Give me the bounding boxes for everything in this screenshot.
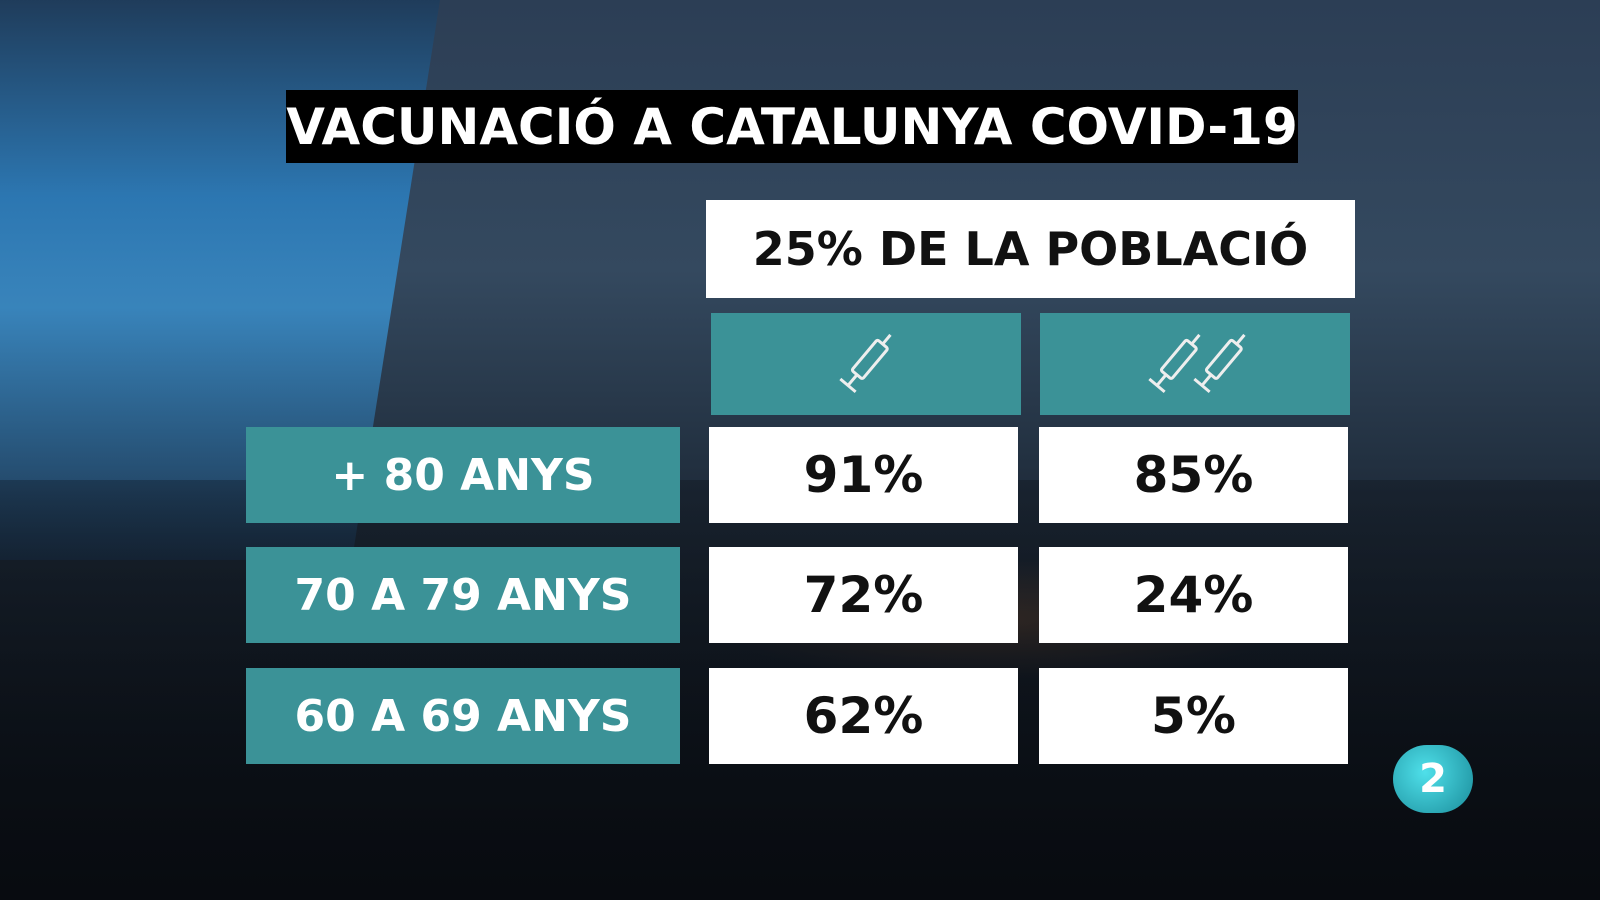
two-dose-header (1040, 313, 1350, 415)
syringe-icon (839, 333, 892, 394)
row-label: + 80 ANYS (246, 427, 680, 523)
value-cell: 91% (709, 427, 1018, 523)
one-dose-header (711, 313, 1021, 415)
value-cell: 62% (709, 668, 1018, 764)
row-label: 60 A 69 ANYS (246, 668, 680, 764)
channel-logo: 2 (1393, 745, 1473, 813)
row-label: 70 A 79 ANYS (246, 547, 680, 643)
value-cell: 5% (1039, 668, 1348, 764)
value-cell: 72% (709, 547, 1018, 643)
value-cell: 24% (1039, 547, 1348, 643)
syringes-icon (1148, 333, 1246, 394)
subtitle: 25% DE LA POBLACIÓ (706, 200, 1355, 298)
title: VACUNACIÓ A CATALUNYA COVID-19 (286, 90, 1298, 163)
value-cell: 85% (1039, 427, 1348, 523)
